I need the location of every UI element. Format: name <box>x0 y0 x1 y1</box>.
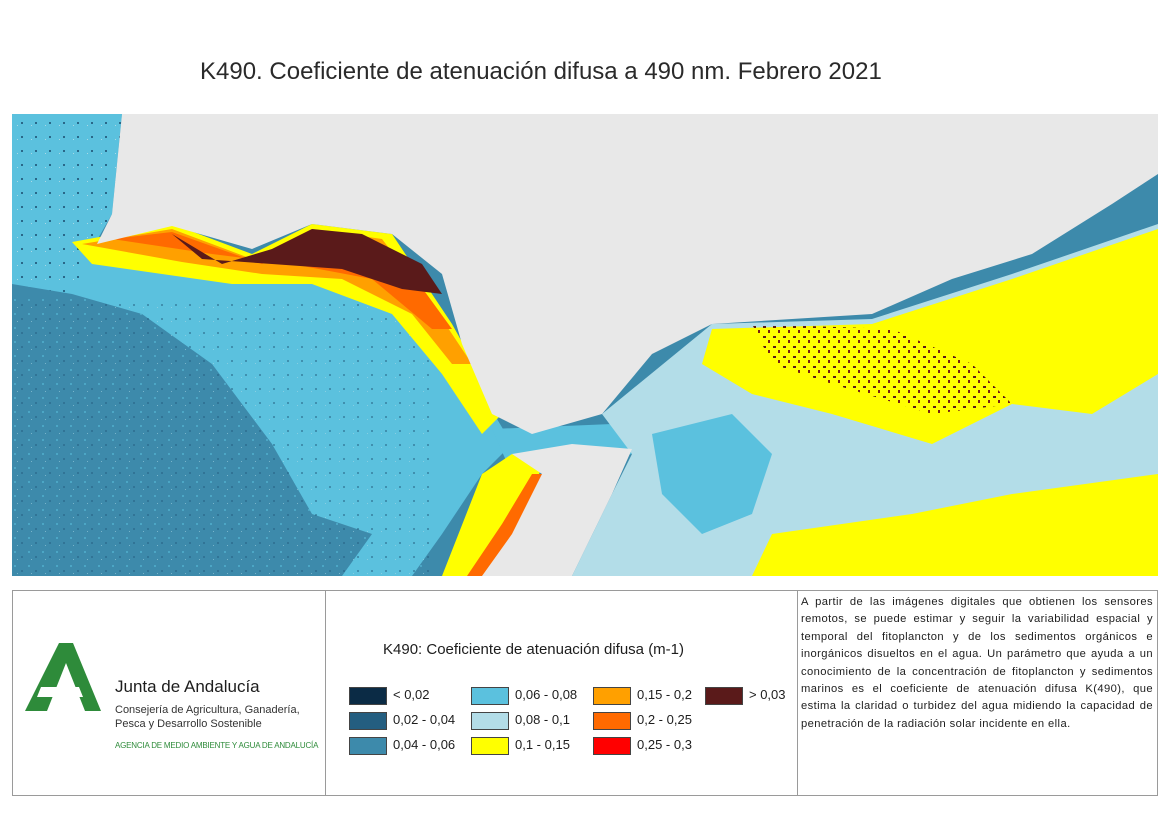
legend-item: 0,04 - 0,06 <box>349 735 455 755</box>
legend-label: 0,1 - 0,15 <box>515 737 570 752</box>
coast-yellow-southwest <box>442 454 542 576</box>
logo-panel: Junta de Andalucía Consejería de Agricul… <box>13 591 326 795</box>
legend-swatch <box>471 711 509 730</box>
legend-label: > 0,03 <box>749 687 786 702</box>
legend-swatch <box>593 711 631 730</box>
legend-label: 0,04 - 0,06 <box>393 737 456 752</box>
atlantic-speckle <box>12 114 122 294</box>
legend-label: 0,06 - 0,08 <box>515 687 578 702</box>
coast-orange-southwest <box>467 474 547 576</box>
legend-swatch <box>349 686 387 705</box>
legend-label: < 0,02 <box>393 687 430 702</box>
legend-item: > 0,03 <box>705 685 786 705</box>
org-agency: AGENCIA DE MEDIO AMBIENTE Y AGUA DE ANDA… <box>115 741 319 750</box>
legend-title: K490: Coeficiente de atenuación difusa (… <box>383 641 685 658</box>
legend-label: 0,25 - 0,3 <box>637 737 692 752</box>
land-iberia <box>97 114 1158 434</box>
map-title: K490. Coeficiente de atenuación difusa a… <box>200 58 882 85</box>
legend-label: 0,15 - 0,2 <box>637 687 692 702</box>
legend-item: 0,02 - 0,04 <box>349 710 455 730</box>
legend-item: < 0,02 <box>349 685 430 705</box>
alboran-blue-patch <box>652 414 772 534</box>
description-text: A partir de las imágenes digitales que o… <box>801 596 1153 730</box>
legend-item: 0,08 - 0,1 <box>471 710 570 730</box>
med-dark-patches <box>752 324 1012 414</box>
org-subtitle: Consejería de Agricultura, Ganadería, Pe… <box>115 704 300 730</box>
legend-swatch <box>593 736 631 755</box>
land-africa <box>482 444 632 576</box>
legend-swatch <box>471 736 509 755</box>
atlantic-texture <box>12 294 432 576</box>
map-footer: Junta de Andalucía Consejería de Agricul… <box>12 590 1158 796</box>
legend-swatch <box>349 711 387 730</box>
med-yellow <box>702 229 1158 444</box>
org-name: Junta de Andalucía <box>115 677 260 696</box>
med-yellow-south <box>752 474 1158 576</box>
junta-andalucia-logo-icon <box>25 643 101 711</box>
legend-swatch <box>349 736 387 755</box>
coast-dark-north <box>172 229 442 294</box>
legend-item: 0,2 - 0,25 <box>593 710 692 730</box>
description-panel: A partir de las imágenes digitales que o… <box>797 591 1157 795</box>
legend-item: 0,1 - 0,15 <box>471 735 570 755</box>
legend-item: 0,15 - 0,2 <box>593 685 692 705</box>
legend-swatch <box>593 686 631 705</box>
legend-item: 0,25 - 0,3 <box>593 735 692 755</box>
legend-label: 0,08 - 0,1 <box>515 712 570 727</box>
k490-map <box>12 114 1158 576</box>
legend-label: 0,02 - 0,04 <box>393 712 456 727</box>
legend-label: 0,2 - 0,25 <box>637 712 692 727</box>
legend-swatch <box>471 686 509 705</box>
legend-item: 0,06 - 0,08 <box>471 685 577 705</box>
legend-panel: K490: Coeficiente de atenuación difusa (… <box>325 591 798 795</box>
legend-swatch <box>705 686 743 705</box>
